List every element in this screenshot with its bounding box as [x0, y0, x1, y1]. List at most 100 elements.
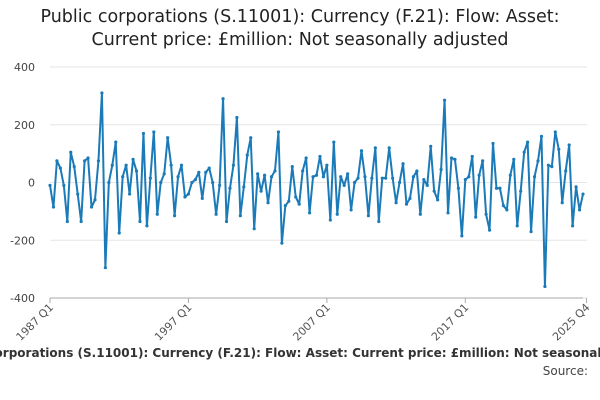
footer-caption: Public corporations (S.11001): Currency … [0, 346, 600, 360]
data-point [148, 176, 152, 180]
data-point [346, 172, 350, 176]
data-point [217, 183, 222, 187]
y-axis: 400 200 0 -200 -400 [10, 61, 35, 305]
data-point [505, 208, 509, 212]
data-point [432, 189, 436, 193]
data-point [269, 175, 274, 179]
data-point [107, 180, 111, 185]
y-tick-label: -200 [10, 234, 35, 247]
data-point [543, 284, 547, 289]
data-point [83, 159, 87, 163]
data-point [477, 173, 481, 177]
data-point [574, 185, 578, 189]
data-point [211, 180, 215, 185]
data-point [571, 224, 575, 228]
data-point [335, 212, 339, 216]
data-point [290, 165, 294, 169]
data-point [422, 178, 426, 182]
data-point [283, 204, 287, 208]
data-point [508, 173, 512, 177]
data-point [128, 192, 132, 196]
data-point [470, 154, 474, 159]
data-point [498, 186, 502, 190]
data-point [581, 192, 585, 196]
data-point [138, 219, 142, 224]
data-point [134, 169, 139, 173]
data-point [141, 131, 146, 136]
data-point [401, 162, 405, 166]
x-tick-label: 1997 Q1 [152, 301, 195, 344]
data-point [352, 180, 357, 185]
data-point [280, 241, 284, 245]
data-point [553, 130, 557, 134]
data-point [183, 195, 187, 199]
data-point [114, 140, 118, 144]
y-tick-label: 200 [14, 119, 35, 132]
data-point [131, 157, 135, 161]
data-point [69, 150, 73, 154]
data-point [162, 172, 166, 176]
data-point [228, 186, 232, 190]
data-point [96, 159, 101, 163]
data-point [314, 173, 319, 177]
data-point [221, 97, 225, 101]
data-point [397, 180, 402, 185]
data-point [532, 175, 537, 179]
data-point [491, 141, 495, 146]
data-point [207, 166, 211, 170]
data-point [58, 166, 62, 170]
data-point [249, 136, 253, 140]
data-point [436, 198, 440, 202]
data-point [411, 175, 416, 179]
chart-title: Public corporations (S.11001): Currency … [0, 6, 600, 52]
data-point [124, 163, 128, 167]
data-point [564, 169, 568, 173]
data-point [155, 212, 159, 216]
data-point [294, 195, 298, 199]
data-point [453, 157, 457, 161]
data-point [231, 163, 236, 167]
data-point [193, 178, 197, 182]
data-point [276, 130, 281, 134]
data-point [110, 163, 114, 167]
data-point [484, 212, 488, 216]
chart-title-line-1: Public corporations (S.11001): Currency … [40, 7, 560, 27]
data-point [65, 219, 69, 224]
data-point [481, 159, 485, 163]
data-point [103, 266, 107, 270]
data-point [391, 176, 395, 180]
data-point [449, 156, 454, 160]
series-line [49, 91, 584, 288]
data-point [439, 167, 443, 172]
data-point [425, 183, 429, 187]
data-point [467, 175, 471, 179]
data-point [557, 147, 561, 151]
data-point [539, 134, 544, 138]
data-point [474, 215, 478, 219]
data-point [89, 205, 94, 209]
data-point [172, 214, 177, 218]
series [48, 91, 585, 289]
data-point [72, 165, 76, 169]
x-tick-label: 1987 Q1 [14, 301, 57, 344]
y-tick-label: 0 [28, 177, 35, 190]
x-tick-label: 2007 Q1 [290, 301, 333, 344]
y-tick-label: 400 [14, 61, 35, 74]
data-point [179, 163, 184, 167]
data-point [273, 169, 277, 173]
x-tick-label: 2017 Q1 [429, 301, 472, 344]
data-point [363, 175, 367, 179]
data-point [297, 202, 301, 206]
data-point [415, 169, 419, 173]
data-point [339, 175, 343, 179]
data-point [526, 140, 530, 144]
data-point [494, 186, 499, 190]
data-point [519, 189, 523, 193]
data-point [529, 229, 533, 234]
data-point [356, 176, 360, 180]
data-point [159, 180, 163, 185]
data-point [242, 185, 246, 189]
data-point [190, 180, 194, 185]
data-point [501, 204, 505, 208]
data-point [377, 219, 381, 224]
